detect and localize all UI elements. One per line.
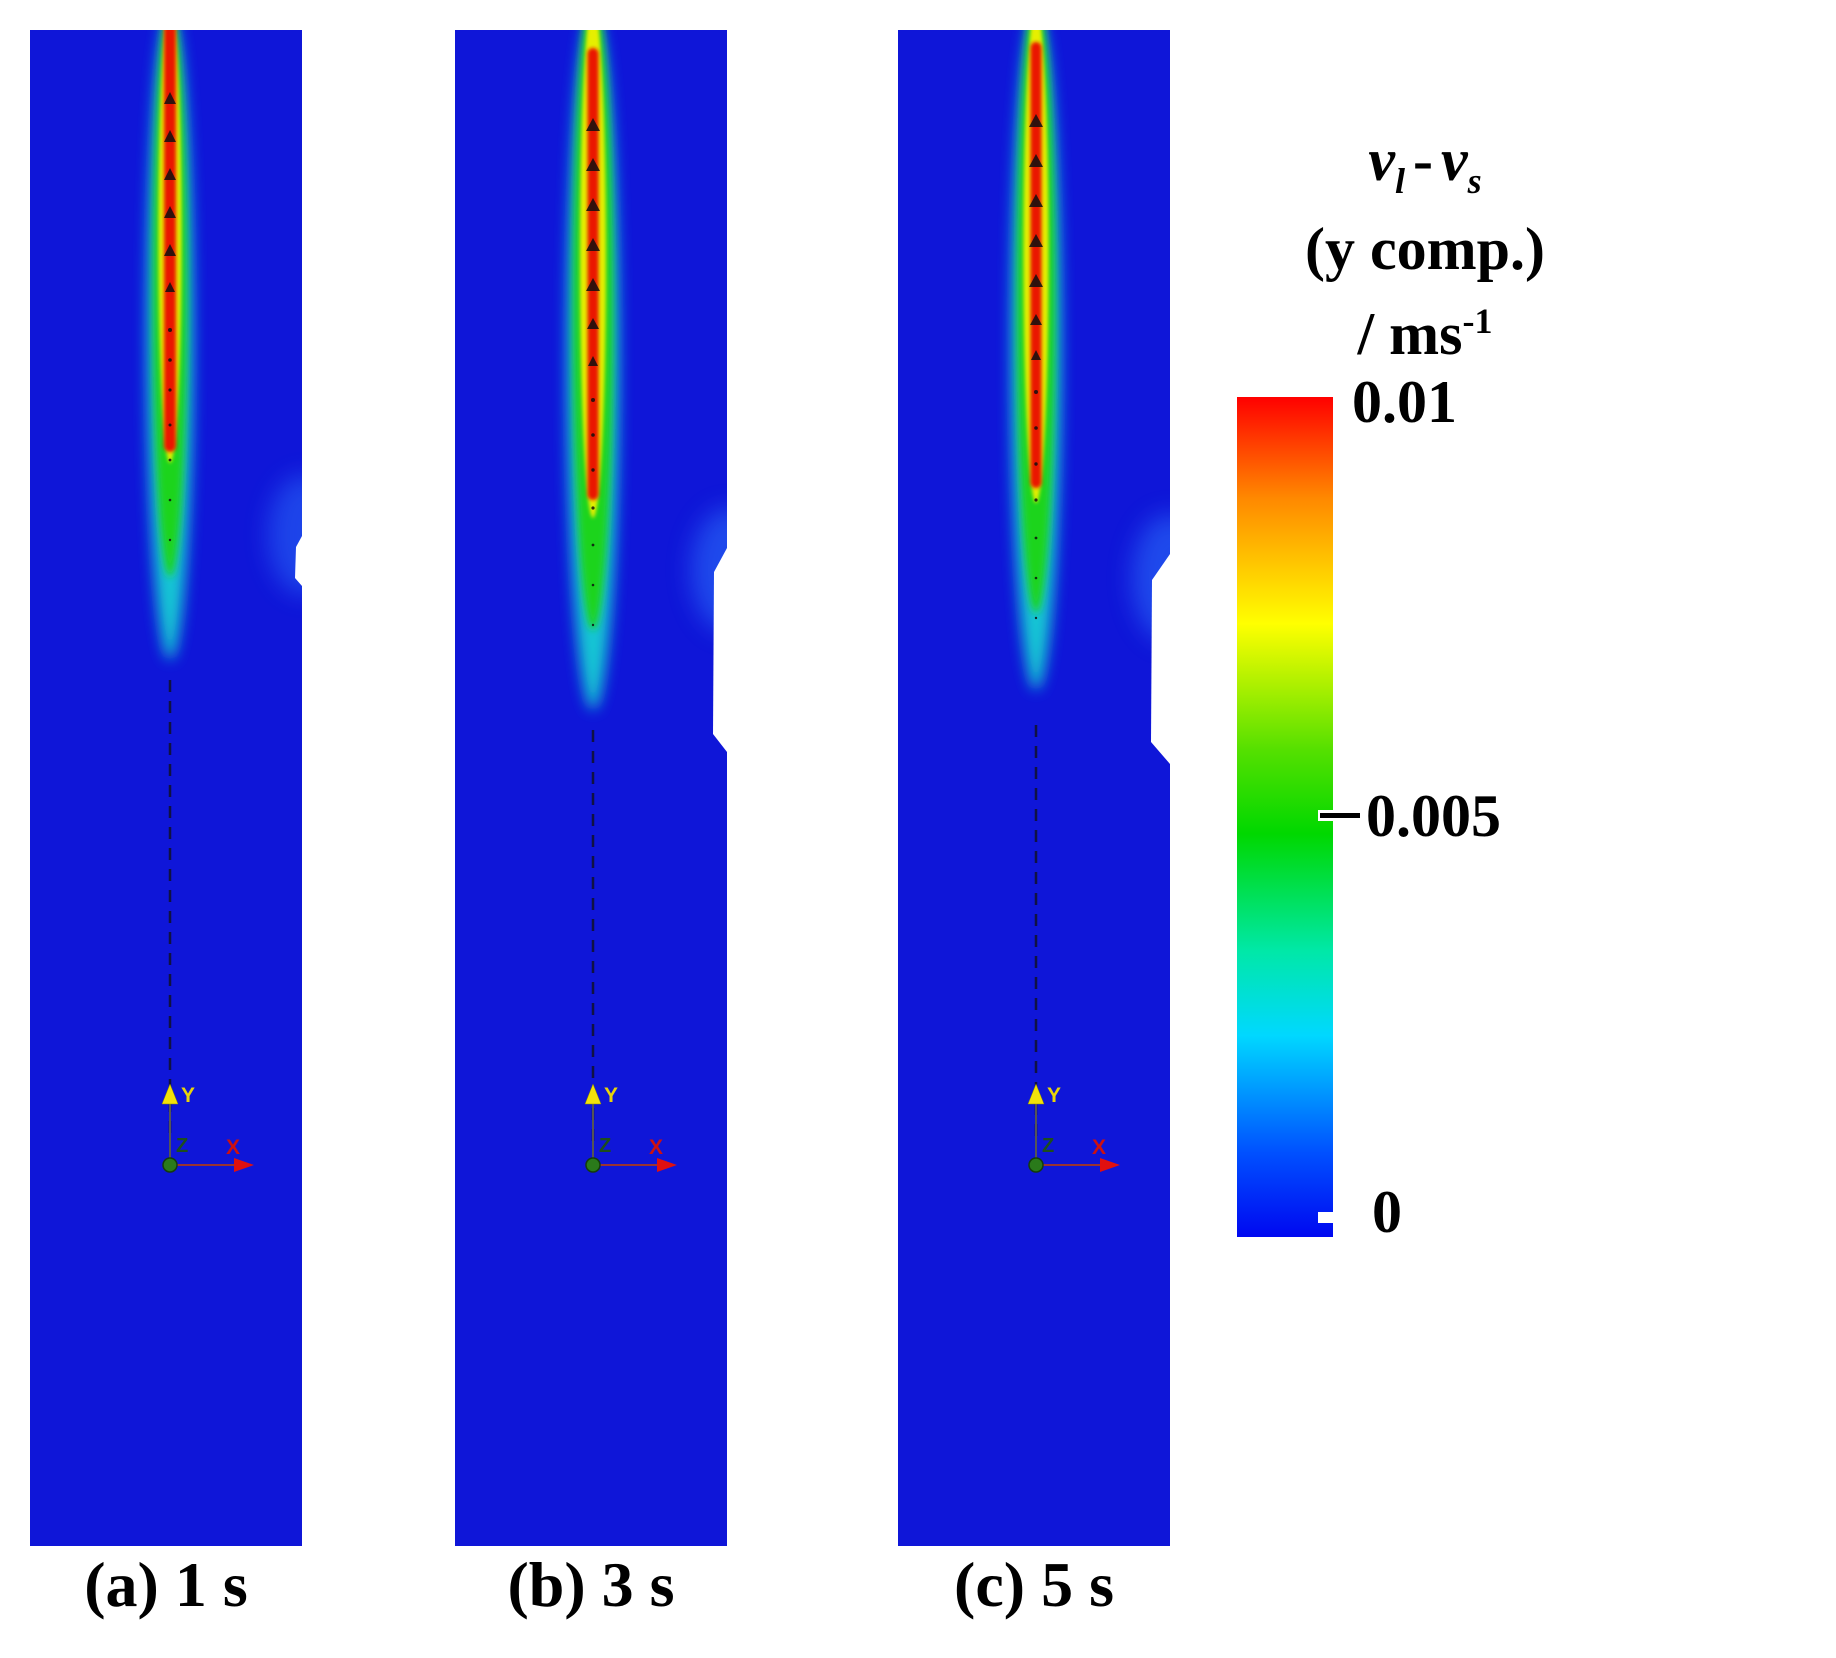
x-axis-label: X <box>226 1136 240 1159</box>
velocity-plume <box>147 30 193 660</box>
y-axis-arrow-icon <box>1027 1083 1045 1105</box>
panel-caption-a: (a) 1 s <box>84 1549 248 1620</box>
y-axis-label: Y <box>1047 1084 1061 1107</box>
colorbar-title: vl - vs (y comp.) / ms-1 <box>1210 118 1640 377</box>
z-axis-label: Z <box>1042 1135 1054 1157</box>
y-axis-arrow-icon <box>161 1083 179 1105</box>
x-axis-arrow-icon <box>1100 1158 1120 1172</box>
y-axis-arrow-icon <box>584 1083 602 1105</box>
colorbar-tick-mark-mid <box>1320 813 1360 818</box>
z-axis-dot-icon <box>1028 1157 1044 1173</box>
z-axis-dot-icon <box>585 1157 601 1173</box>
axis-triad: Y X Z <box>161 1083 254 1173</box>
panel-caption-c: (c) 5 s <box>954 1549 1114 1620</box>
x-axis-arrow-icon <box>657 1158 677 1172</box>
x-axis-arrow-icon <box>234 1158 254 1172</box>
contour-panel-c: Y X Z <box>898 30 1170 1546</box>
colorbar-tick-label-max: 0.01 <box>1352 369 1457 435</box>
velocity-vector-markers <box>586 118 600 627</box>
free-surface-notch <box>1151 554 1170 764</box>
colorbar-tick-gap-bottom <box>1318 1212 1333 1223</box>
colorbar-gradient <box>1237 397 1333 1237</box>
axis-triad: Y X Z <box>584 1083 677 1173</box>
plume-red-core <box>587 48 599 500</box>
z-axis-label: Z <box>599 1135 611 1157</box>
z-axis-dot-icon <box>162 1157 178 1173</box>
diffuse-glow <box>268 475 302 595</box>
free-surface-notch <box>295 536 302 586</box>
x-axis-label: X <box>1092 1136 1106 1159</box>
y-axis-label: Y <box>181 1084 195 1107</box>
colorbar-title-unit: / ms-1 <box>1357 301 1493 368</box>
plume-red-core <box>164 30 176 452</box>
x-axis-label: X <box>649 1136 663 1159</box>
z-axis-label: Z <box>176 1135 188 1157</box>
velocity-vector-markers <box>1029 114 1043 620</box>
colorbar-tick-label-min: 0 <box>1372 1179 1402 1245</box>
contour-panel-a: Y X Z <box>30 30 302 1546</box>
axis-triad: Y X Z <box>1027 1083 1120 1173</box>
y-axis-label: Y <box>604 1084 618 1107</box>
velocity-vector-markers <box>164 92 176 542</box>
contour-panel-b: Y X Z <box>455 30 727 1546</box>
plume-red-core <box>1030 42 1042 488</box>
velocity-plume <box>567 30 619 710</box>
panel-caption-b: (b) 3 s <box>507 1549 675 1620</box>
free-surface-notch <box>713 548 727 752</box>
colorbar-title-quantity: vl - vs <box>1368 127 1482 201</box>
colorbar-title-component: (y comp.) <box>1305 216 1545 283</box>
colorbar-tick-label-mid: 0.005 <box>1366 783 1501 849</box>
